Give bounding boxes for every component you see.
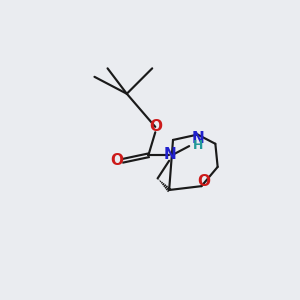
Text: O: O (150, 119, 163, 134)
Text: O: O (197, 174, 210, 189)
Text: H: H (193, 139, 203, 152)
Text: O: O (110, 153, 123, 168)
Text: N: N (191, 131, 204, 146)
Text: N: N (164, 147, 176, 162)
